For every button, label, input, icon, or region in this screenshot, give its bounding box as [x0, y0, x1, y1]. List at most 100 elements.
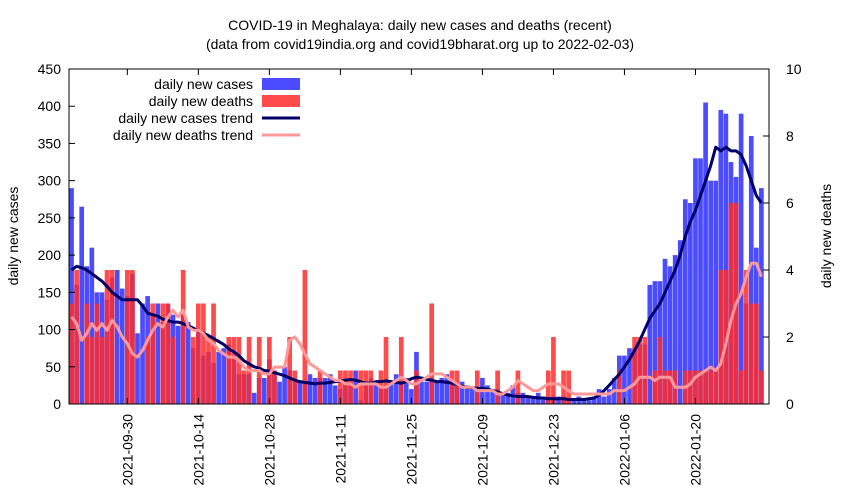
death-bar — [738, 370, 744, 404]
y-tick-label: 250 — [38, 210, 62, 226]
case-bar — [662, 258, 668, 404]
case-bar — [601, 396, 607, 404]
death-bar — [287, 337, 292, 404]
case-bar — [464, 385, 470, 404]
case-bar — [505, 392, 511, 404]
x-tick-label: 2021-10-14 — [190, 414, 206, 486]
case-bar — [175, 325, 181, 404]
y-tick-label: 350 — [38, 135, 62, 151]
y2-axis-label: daily new deaths — [818, 184, 834, 288]
deaths-trend-line — [70, 261, 763, 396]
death-bar — [551, 337, 556, 404]
case-bar — [439, 377, 445, 404]
case-bar — [135, 333, 140, 404]
y2-tick-label: 6 — [786, 195, 794, 211]
case-bar — [393, 374, 399, 404]
death-bar — [652, 370, 658, 404]
x-tick-label: 2022-01-06 — [616, 414, 632, 486]
case-bar — [403, 377, 409, 404]
case-bar — [312, 377, 318, 404]
death-bar — [231, 337, 237, 404]
case-bar — [698, 158, 703, 404]
death-bar — [226, 337, 232, 404]
death-bar — [429, 303, 435, 404]
x-tick-label: 2021-11-25 — [403, 414, 419, 485]
death-bar — [398, 337, 404, 404]
death-bar — [348, 370, 353, 404]
death-bar — [414, 370, 419, 404]
case-bar — [627, 348, 632, 404]
death-bar — [109, 270, 115, 404]
case-bar — [373, 385, 379, 404]
death-bar — [145, 337, 150, 404]
case-bar — [723, 113, 729, 405]
death-bar — [69, 303, 74, 404]
death-bar — [495, 370, 500, 404]
case-bar — [759, 188, 764, 404]
death-bar — [170, 337, 176, 404]
case-bar — [647, 284, 653, 404]
case-bar — [424, 381, 429, 404]
death-bar — [99, 337, 105, 404]
case-bar — [307, 374, 313, 404]
y-tick-label: 100 — [38, 322, 62, 338]
case-bar — [216, 351, 221, 404]
death-bar — [632, 337, 637, 404]
x-tick-label: 2021-10-28 — [261, 414, 277, 486]
legend-swatch — [262, 95, 300, 107]
case-bar — [140, 303, 145, 404]
legend-label: daily new cases — [154, 76, 253, 92]
death-bar — [713, 370, 719, 404]
legend-label: daily new deaths — [149, 93, 253, 109]
death-bar — [302, 270, 308, 404]
y-tick-label: 50 — [45, 359, 61, 375]
death-bar — [358, 370, 363, 404]
case-bar — [322, 377, 328, 404]
x-tick-label: 2021-12-23 — [545, 414, 561, 486]
legend-label: daily new deaths trend — [113, 127, 253, 143]
case-bar — [185, 322, 191, 404]
case-bar — [525, 396, 531, 404]
case-bar — [261, 377, 267, 404]
case-bar — [581, 400, 587, 404]
chart-subtitle: (data from covid19india.org and covid19b… — [206, 36, 634, 52]
case-bar — [221, 348, 227, 404]
death-bar — [236, 337, 242, 404]
x-tick-label: 2021-09-30 — [119, 414, 135, 486]
death-bar — [241, 370, 247, 404]
case-bar — [748, 136, 754, 404]
case-bar — [688, 203, 693, 404]
death-bar — [368, 370, 374, 404]
case-bar — [713, 180, 719, 404]
death-bar — [703, 370, 708, 404]
y2-tick-label: 4 — [786, 262, 794, 278]
death-bar — [317, 370, 323, 404]
case-bar — [571, 400, 577, 404]
death-bar — [688, 370, 693, 404]
case-bar — [586, 400, 592, 404]
case-bar — [677, 240, 683, 404]
death-bar — [150, 303, 156, 404]
case-bar — [540, 396, 546, 404]
death-bar — [165, 303, 171, 404]
death-bar — [363, 370, 369, 404]
death-bar — [74, 270, 79, 404]
x-tick-label: 2021-12-09 — [474, 414, 490, 486]
death-bar — [104, 270, 110, 404]
case-bar — [606, 389, 612, 404]
death-bar — [211, 303, 216, 404]
case-bar — [530, 396, 536, 404]
death-bar — [667, 370, 673, 404]
death-bar — [383, 337, 389, 404]
case-bar — [708, 180, 713, 404]
death-bar — [89, 337, 95, 404]
case-bar — [520, 392, 526, 404]
case-bar — [718, 109, 724, 404]
death-bar — [657, 337, 663, 404]
death-bar — [637, 337, 642, 404]
y-tick-label: 300 — [38, 173, 62, 189]
case-bar — [652, 281, 658, 404]
case-bar — [469, 389, 475, 404]
